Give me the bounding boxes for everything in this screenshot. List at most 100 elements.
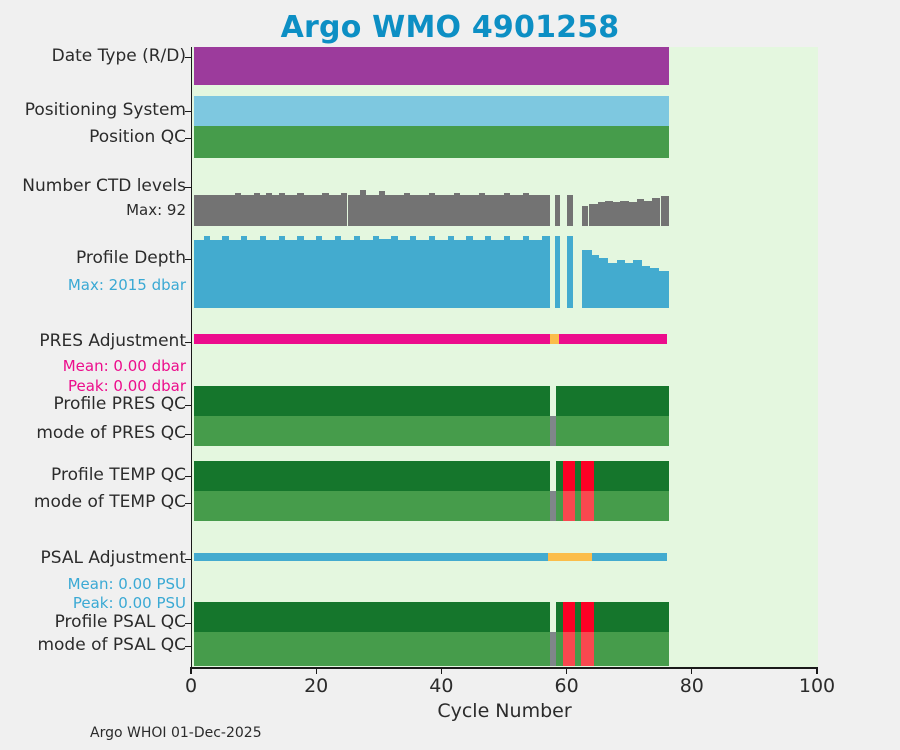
band-segment bbox=[193, 491, 550, 521]
row-label-profile-depth-sub: Max: 2015 dbar bbox=[67, 276, 186, 294]
row-label-pres-adjustment-sub: Mean: 0.00 dbar bbox=[62, 357, 186, 375]
band-segment bbox=[580, 491, 594, 521]
band-number-ctd-levels bbox=[191, 190, 817, 226]
band-segment bbox=[599, 257, 608, 308]
band-segment bbox=[485, 195, 504, 226]
band-segment bbox=[485, 236, 492, 308]
band-segment bbox=[575, 491, 581, 521]
band-segment bbox=[366, 195, 379, 226]
band-segment bbox=[549, 491, 556, 521]
band-segment bbox=[522, 236, 530, 308]
band-segment bbox=[322, 240, 335, 308]
band-segment bbox=[453, 192, 461, 226]
band-segment bbox=[504, 192, 511, 226]
band-profile-depth bbox=[191, 236, 817, 308]
band-segment bbox=[566, 236, 573, 308]
band-segment bbox=[641, 266, 651, 308]
band-segment bbox=[410, 195, 429, 226]
band-segment bbox=[575, 602, 581, 632]
band-segment bbox=[416, 240, 429, 308]
x-tick-mark bbox=[315, 667, 317, 674]
x-tick-label: 20 bbox=[304, 675, 329, 697]
band-segment bbox=[563, 491, 576, 521]
band-segment bbox=[555, 461, 564, 491]
band-segment bbox=[435, 195, 454, 226]
row-tick-mark bbox=[185, 434, 192, 436]
band-segment bbox=[580, 602, 594, 632]
band-segment bbox=[193, 334, 550, 344]
band-segment bbox=[453, 240, 467, 308]
band-segment bbox=[591, 553, 667, 561]
band-segment bbox=[259, 236, 267, 308]
band-segment bbox=[222, 195, 229, 226]
row-tick-mark bbox=[185, 111, 192, 113]
row-label-positioning-system: Positioning System bbox=[24, 100, 186, 120]
band-segment bbox=[216, 195, 223, 226]
band-segment bbox=[510, 240, 523, 308]
band-segment bbox=[566, 195, 573, 226]
band-segment bbox=[620, 200, 630, 226]
band-segment bbox=[597, 202, 606, 226]
row-label-profile-pres-qc: Profile PRES QC bbox=[53, 394, 186, 414]
band-segment bbox=[580, 632, 594, 666]
band-segment bbox=[193, 416, 550, 446]
band-segment bbox=[605, 200, 613, 226]
row-label-pres-adjustment: PRES Adjustment bbox=[39, 331, 186, 351]
band-segment bbox=[651, 197, 661, 226]
band-segment bbox=[555, 416, 670, 446]
row-tick-mark bbox=[185, 138, 192, 140]
band-segment bbox=[334, 236, 342, 308]
band-segment bbox=[580, 461, 594, 491]
band-segment bbox=[193, 461, 550, 491]
band-segment bbox=[581, 250, 592, 308]
band-segment bbox=[549, 416, 556, 446]
band-segment bbox=[428, 236, 436, 308]
band-position-qc bbox=[191, 126, 817, 158]
band-segment bbox=[347, 195, 361, 226]
row-tick-mark bbox=[185, 187, 192, 189]
band-segment bbox=[629, 202, 637, 226]
band-segment bbox=[241, 195, 248, 226]
band-segment bbox=[341, 240, 354, 308]
row-tick-mark bbox=[185, 476, 192, 478]
band-segment bbox=[549, 334, 560, 344]
band-segment bbox=[575, 632, 581, 666]
band-segment bbox=[193, 240, 204, 308]
x-tick-mark bbox=[440, 667, 443, 674]
band-segment bbox=[522, 192, 530, 226]
row-label-position-qc: Position QC bbox=[89, 127, 186, 147]
x-tick-label: 60 bbox=[554, 675, 579, 697]
band-segment bbox=[660, 196, 670, 226]
band-segment bbox=[297, 192, 304, 226]
band-segment bbox=[193, 126, 670, 158]
band-segment bbox=[353, 236, 360, 308]
band-segment bbox=[555, 386, 670, 416]
band-segment bbox=[529, 195, 550, 226]
band-segment bbox=[372, 236, 379, 308]
band-segment bbox=[385, 195, 404, 226]
band-segment bbox=[547, 553, 592, 561]
band-segment bbox=[554, 195, 561, 226]
band-segment bbox=[322, 192, 329, 226]
band-segment bbox=[272, 195, 279, 226]
band-segment bbox=[555, 602, 564, 632]
row-label-mode-of-psal-qc: mode of PSAL QC bbox=[37, 635, 186, 655]
footer-credit: Argo WHOI 01-Dec-2025 bbox=[90, 725, 262, 741]
band-segment bbox=[607, 263, 617, 308]
band-segment bbox=[466, 236, 473, 308]
x-tick-mark bbox=[190, 667, 192, 674]
band-segment bbox=[193, 47, 670, 85]
band-segment bbox=[397, 240, 411, 308]
band-segment bbox=[559, 334, 667, 344]
band-segment bbox=[193, 195, 217, 226]
band-segment bbox=[549, 632, 556, 666]
band-segment bbox=[410, 236, 417, 308]
band-segment bbox=[284, 240, 298, 308]
band-segment bbox=[593, 632, 670, 666]
band-segment bbox=[360, 190, 367, 226]
band-segment bbox=[491, 240, 504, 308]
x-tick-mark bbox=[691, 667, 693, 674]
band-segment bbox=[193, 386, 550, 416]
row-label-number-ctd-levels: Number CTD levels bbox=[22, 176, 186, 196]
band-segment bbox=[541, 236, 550, 308]
